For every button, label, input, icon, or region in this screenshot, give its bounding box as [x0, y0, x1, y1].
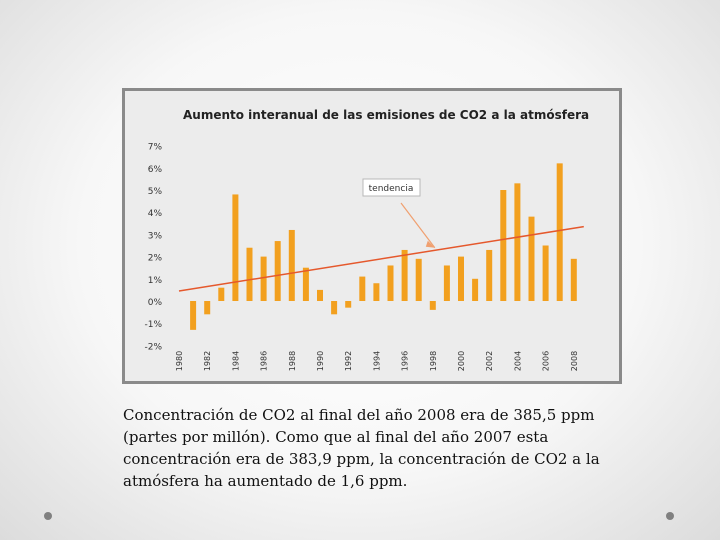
y-tick-label: 2% [148, 254, 163, 264]
x-tick-label: 1988 [288, 351, 297, 371]
bar-1994 [373, 283, 380, 301]
x-tick-label: 1984 [231, 351, 240, 371]
bar-1985 [246, 247, 253, 301]
x-tick-label: 1986 [260, 351, 269, 371]
bar-1982 [204, 301, 211, 315]
x-tick-label: 1992 [344, 351, 353, 371]
bar-1996 [401, 249, 408, 301]
y-tick-label: 3% [148, 231, 163, 241]
bar-2008 [570, 258, 577, 301]
bar-2002 [486, 249, 493, 301]
annotation-box [362, 178, 421, 197]
bar-1987 [274, 241, 281, 301]
bar-1995 [387, 265, 394, 301]
y-tick-label: 5% [148, 187, 163, 197]
bar-1981 [190, 301, 197, 330]
annotation-arrowhead [425, 240, 435, 248]
x-tick-label: 2008 [570, 351, 579, 371]
bar-1991 [331, 301, 338, 315]
x-tick-label: 2002 [485, 351, 494, 371]
chart-panel: Aumento interanual de las emisiones de C… [122, 88, 622, 384]
bar-2004 [514, 183, 521, 301]
bar-1990 [317, 289, 323, 301]
y-tick-label: 0% [148, 298, 163, 308]
bar-1992 [345, 301, 352, 308]
y-tick-label: 7% [148, 143, 163, 153]
bar-1999 [443, 265, 450, 301]
x-tick-label: 1998 [429, 351, 438, 371]
x-tick-label: 2000 [457, 351, 466, 371]
bullet-dot-right [666, 512, 674, 520]
annotation-arrow [400, 202, 436, 249]
bar-2005 [528, 216, 535, 301]
caption-text: Concentración de CO2 al final del año 20… [123, 406, 600, 490]
x-tick-label: 2004 [513, 351, 522, 371]
x-tick-label: 1990 [316, 351, 325, 371]
x-tick-label: 1982 [203, 351, 212, 371]
bar-1997 [415, 258, 422, 301]
bar-1986 [260, 256, 267, 301]
bar-1998 [429, 301, 436, 310]
bar-1983 [218, 287, 225, 301]
y-tick-label: 4% [148, 209, 163, 219]
bar-2000 [458, 256, 464, 301]
y-tick-label: -1% [144, 320, 162, 330]
co2-bar-chart: Aumento interanual de las emisiones de C… [144, 108, 589, 371]
y-tick-label: -2% [144, 342, 162, 352]
bar-1989 [302, 267, 309, 301]
bar-2007 [556, 163, 563, 301]
bullet-dot-left [44, 512, 52, 520]
bar-2006 [542, 245, 549, 301]
y-tick-label: 1% [148, 276, 163, 286]
trend-line [178, 225, 584, 292]
x-tick-label: 1996 [401, 351, 410, 371]
bar-2001 [472, 278, 479, 301]
bar-1984 [232, 194, 239, 301]
bar-2003 [500, 190, 507, 301]
bar-1993 [359, 276, 366, 301]
annotation-label: tendencia [369, 184, 414, 194]
x-tick-label: 2006 [542, 351, 551, 371]
bar-1988 [288, 229, 295, 301]
y-tick-label: 6% [148, 165, 163, 175]
x-tick-label: 1994 [372, 351, 381, 371]
x-tick-label: 1980 [175, 351, 184, 371]
chart-title: Aumento interanual de las emisiones de C… [183, 108, 589, 122]
